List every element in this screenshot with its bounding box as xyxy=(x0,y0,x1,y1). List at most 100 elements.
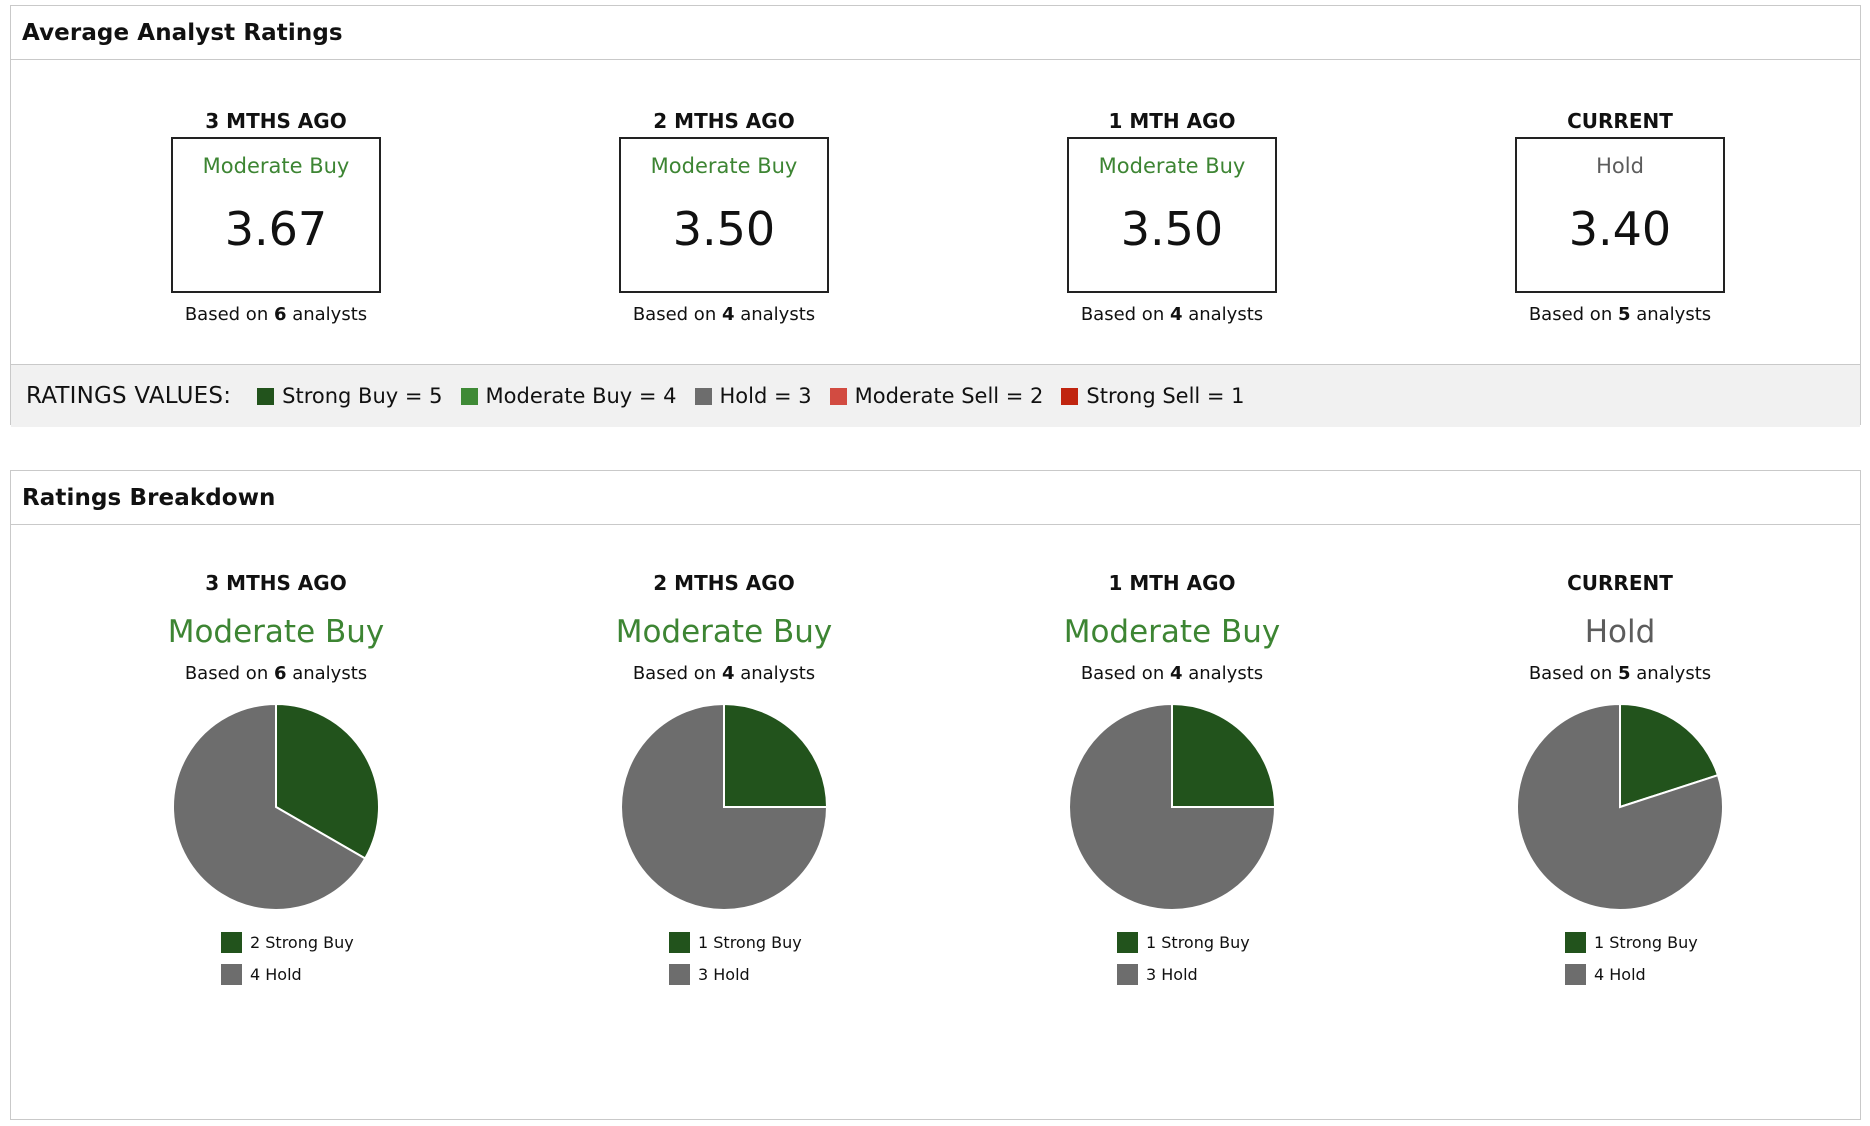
rating-box: Moderate Buy 3.50 xyxy=(1067,137,1277,293)
pie-legend-item-hold: 4 Hold xyxy=(221,958,356,990)
ratings-breakdown-header: Ratings Breakdown xyxy=(11,471,1860,525)
based-on-prefix: Based on xyxy=(1528,663,1618,684)
legend-label: Moderate Buy = 4 xyxy=(485,384,677,408)
rating-score: 3.50 xyxy=(1120,202,1224,256)
based-on-prefix: Based on xyxy=(632,663,722,684)
period-title: 3 MTHS AGO xyxy=(205,109,347,133)
pie-slice-hold xyxy=(1516,702,1724,911)
based-on-suffix: analysts xyxy=(1630,663,1712,684)
avg-column-current: CURRENT Hold 3.40 Based on 5 analysts xyxy=(1470,109,1770,325)
based-on-suffix: analysts xyxy=(1182,304,1264,325)
analyst-count-text: Based on 4 analysts xyxy=(574,663,874,684)
legend-label: Strong Buy = 5 xyxy=(282,384,443,408)
rating-box: Moderate Buy 3.50 xyxy=(619,137,829,293)
pie-legend-label: 1 Strong Buy xyxy=(1594,932,1698,952)
rating-label: Hold xyxy=(1596,154,1644,178)
breakdown-columns: 3 MTHS AGO Moderate Buy Based on 6 analy… xyxy=(11,525,1860,1119)
pie-legend-label: 4 Hold xyxy=(1594,964,1646,984)
strong-buy-swatch xyxy=(221,931,242,953)
analyst-count: 4 xyxy=(721,304,735,325)
period-title: 1 MTH AGO xyxy=(1108,571,1236,595)
pie-legend: 1 Strong Buy 3 Hold xyxy=(1092,926,1252,990)
period-title: CURRENT xyxy=(1567,109,1673,133)
analyst-count-text: Based on 5 analysts xyxy=(1470,304,1770,325)
strong-buy-swatch xyxy=(669,931,690,953)
moderate-sell-swatch xyxy=(829,387,847,405)
ratings-values-title: RATINGS VALUES: xyxy=(26,383,232,409)
consensus-rating: Hold xyxy=(1584,614,1656,650)
pie-legend-label: 3 Hold xyxy=(1146,964,1198,984)
rating-label: Moderate Buy xyxy=(202,154,350,178)
rating-score: 3.67 xyxy=(224,202,328,256)
pie-slice-hold xyxy=(172,702,367,911)
average-ratings-header: Average Analyst Ratings xyxy=(11,6,1860,60)
period-title: 2 MTHS AGO xyxy=(653,109,795,133)
analyst-count: 4 xyxy=(1169,304,1183,325)
legend-label: Strong Sell = 1 xyxy=(1086,384,1245,408)
based-on-suffix: analysts xyxy=(734,663,816,684)
rating-score: 3.50 xyxy=(672,202,776,256)
average-ratings-columns: 3 MTHS AGO Moderate Buy 3.67 Based on 6 … xyxy=(11,60,1860,364)
pie-legend-label: 3 Hold xyxy=(698,964,750,984)
pie-legend-item-hold: 3 Hold xyxy=(1117,958,1252,990)
analyst-count-text: Based on 4 analysts xyxy=(1022,663,1322,684)
avg-column-2-months-ago: 2 MTHS AGO Moderate Buy 3.50 Based on 4 … xyxy=(574,109,874,325)
based-on-suffix: analysts xyxy=(734,304,816,325)
ratings-breakdown-title: Ratings Breakdown xyxy=(22,484,276,511)
rating-label: Moderate Buy xyxy=(650,154,798,178)
pie-slice-hold xyxy=(1068,702,1277,911)
based-on-prefix: Based on xyxy=(632,304,722,325)
based-on-prefix: Based on xyxy=(1528,304,1618,325)
analyst-count-text: Based on 5 analysts xyxy=(1470,663,1770,684)
rating-label: Moderate Buy xyxy=(1098,154,1246,178)
period-title: 2 MTHS AGO xyxy=(653,571,795,595)
based-on-suffix: analysts xyxy=(286,304,368,325)
breakdown-column-1-month-ago: 1 MTH AGO Moderate Buy Based on 4 analys… xyxy=(1022,571,1322,990)
breakdown-column-2-months-ago: 2 MTHS AGO Moderate Buy Based on 4 analy… xyxy=(574,571,874,990)
pie-legend-label: 1 Strong Buy xyxy=(698,932,802,952)
based-on-suffix: analysts xyxy=(286,663,368,684)
analyst-count: 5 xyxy=(1617,304,1631,325)
consensus-rating: Moderate Buy xyxy=(615,614,833,650)
strong-buy-swatch xyxy=(1565,931,1586,953)
pie-legend-item-strong-buy: 1 Strong Buy xyxy=(669,926,804,958)
pie-legend-item-hold: 4 Hold xyxy=(1565,958,1700,990)
legend-item-strong-sell: Strong Sell = 1 xyxy=(1061,384,1245,408)
avg-column-1-month-ago: 1 MTH AGO Moderate Buy 3.50 Based on 4 a… xyxy=(1022,109,1322,325)
period-title: CURRENT xyxy=(1567,571,1673,595)
consensus-rating: Moderate Buy xyxy=(1063,614,1281,650)
analyst-count: 4 xyxy=(721,663,735,684)
pie-legend-label: 2 Strong Buy xyxy=(250,932,354,952)
pie-legend-label: 4 Hold xyxy=(250,964,302,984)
legend-label: Moderate Sell = 2 xyxy=(854,384,1044,408)
ratings-pie-chart xyxy=(1068,702,1277,911)
pie-legend-item-strong-buy: 2 Strong Buy xyxy=(221,926,356,958)
ratings-breakdown-panel: Ratings Breakdown 3 MTHS AGO Moderate Bu… xyxy=(10,470,1861,1120)
hold-swatch xyxy=(1117,963,1138,985)
period-title: 1 MTH AGO xyxy=(1108,109,1236,133)
hold-swatch xyxy=(221,963,242,985)
based-on-prefix: Based on xyxy=(184,663,274,684)
analyst-count: 6 xyxy=(273,304,287,325)
analyst-count-text: Based on 4 analysts xyxy=(1022,304,1322,325)
rating-box: Moderate Buy 3.67 xyxy=(171,137,381,293)
pie-slice-strong-buy xyxy=(275,702,380,860)
analyst-count-text: Based on 6 analysts xyxy=(126,304,426,325)
rating-score: 3.40 xyxy=(1568,202,1672,256)
pie-legend-item-strong-buy: 1 Strong Buy xyxy=(1117,926,1252,958)
moderate-buy-swatch xyxy=(460,387,478,405)
ratings-pie-chart xyxy=(172,702,380,911)
consensus-rating: Moderate Buy xyxy=(167,614,385,650)
breakdown-column-current: CURRENT Hold Based on 5 analysts 1 Stron… xyxy=(1470,571,1770,990)
based-on-prefix: Based on xyxy=(1080,304,1170,325)
ratings-values-legend: RATINGS VALUES: Strong Buy = 5 Moderate … xyxy=(11,364,1860,427)
strong-buy-swatch xyxy=(257,387,275,405)
legend-item-strong-buy: Strong Buy = 5 xyxy=(257,384,443,408)
hold-swatch xyxy=(694,387,712,405)
pie-legend: 1 Strong Buy 3 Hold xyxy=(644,926,804,990)
pie-legend: 2 Strong Buy 4 Hold xyxy=(196,926,356,990)
pie-legend-item-strong-buy: 1 Strong Buy xyxy=(1565,926,1700,958)
pie-slice-strong-buy xyxy=(1171,702,1277,808)
analyst-count-text: Based on 4 analysts xyxy=(574,304,874,325)
pie-legend: 1 Strong Buy 4 Hold xyxy=(1540,926,1700,990)
